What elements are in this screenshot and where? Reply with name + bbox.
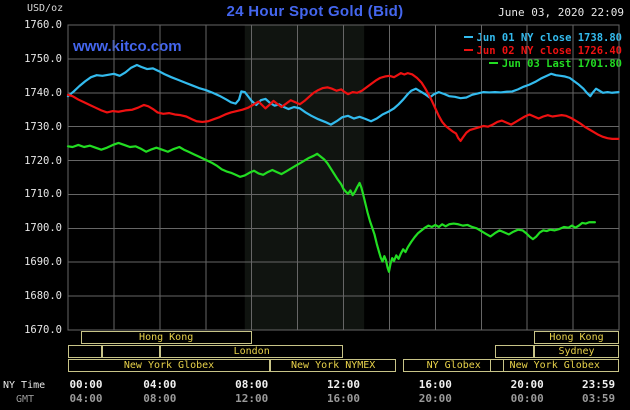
- session-bar-segment: [102, 345, 160, 358]
- x-tick-label-gmt: 08:00: [143, 392, 177, 405]
- x-tick-label-ny: 16:00: [418, 378, 452, 391]
- x-tick-label-ny: 12:00: [326, 378, 361, 391]
- x-tick-label-ny: 23:59: [582, 378, 616, 391]
- x-tick-label-ny: 20:00: [510, 378, 544, 391]
- session-bar-hong-kong: Hong Kong: [534, 331, 619, 344]
- shaded-session-band: [244, 25, 365, 330]
- y-tick-label: 1700.0: [24, 222, 62, 235]
- legend-label: Jun 03 Last 1701.80: [501, 58, 622, 70]
- y-tick-label: 1750.0: [24, 52, 62, 65]
- x-tick-label-ny: 04:00: [143, 378, 177, 391]
- session-bar-new-york-nymex: New York NYMEX: [270, 359, 397, 372]
- y-tick-label: 1690.0: [24, 256, 62, 269]
- y-tick-label: 1730.0: [24, 120, 62, 133]
- y-tick-label: 1710.0: [24, 188, 62, 201]
- legend-dash-icon: [463, 49, 473, 51]
- session-bar-hong-kong: Hong Kong: [80, 331, 252, 344]
- x-tick-label-gmt: 04:00: [69, 392, 103, 405]
- y-tick-label: 1720.0: [24, 154, 62, 167]
- session-bar-sydney: Sydney: [534, 345, 619, 358]
- legend-item-0: Jun 01 NY close 1738.80: [463, 32, 622, 44]
- page-title: 24 Hour Spot Gold (Bid): [226, 3, 404, 20]
- y-axis-unit-label: USD/oz: [27, 3, 64, 14]
- y-tick-label: 1740.0: [24, 86, 62, 99]
- x-tick-label-gmt: 16:00: [326, 392, 361, 405]
- series-line-1: [66, 72, 620, 142]
- series-line-0: [66, 63, 620, 126]
- legend-dash-icon: [488, 62, 498, 64]
- y-tick-label: 1670.0: [24, 324, 62, 336]
- x-axis-caption-gmt: GMT: [16, 394, 35, 405]
- y-tick-label: 1680.0: [24, 290, 62, 303]
- session-bar-new-york-globex: New York Globex: [68, 359, 271, 372]
- x-tick-label-gmt: 03:59: [582, 392, 616, 405]
- x-tick-label-ny: 00:00: [69, 378, 103, 391]
- x-axis-caption-ny: NY Time: [3, 380, 46, 391]
- session-bar-london: London: [159, 345, 344, 358]
- session-bar-ny-globex: NY Globex: [403, 359, 505, 372]
- legend-label: Jun 01 NY close 1738.80: [476, 32, 622, 44]
- session-bar-segment: [68, 345, 103, 358]
- x-tick-label-gmt: 12:00: [235, 392, 269, 405]
- chart-datetime: June 03, 2020 22:09: [498, 6, 624, 19]
- legend-item-2: Jun 03 Last 1701.80: [488, 58, 622, 70]
- legend-item-1: Jun 02 NY close 1726.40: [463, 45, 622, 57]
- session-bar-new-york-globex: New York Globex: [490, 359, 619, 372]
- legend-dash-icon: [463, 36, 473, 38]
- kitco-watermark: www.kitco.com: [73, 38, 182, 55]
- legend-label: Jun 02 NY close 1726.40: [476, 45, 622, 57]
- series-line-2: [66, 141, 596, 273]
- x-tick-label-gmt: 00:00: [510, 392, 544, 405]
- session-bar-segment: [495, 345, 535, 358]
- x-tick-label-gmt: 20:00: [418, 392, 452, 405]
- x-tick-label-ny: 08:00: [235, 378, 269, 391]
- y-tick-label: 1760.0: [24, 19, 62, 31]
